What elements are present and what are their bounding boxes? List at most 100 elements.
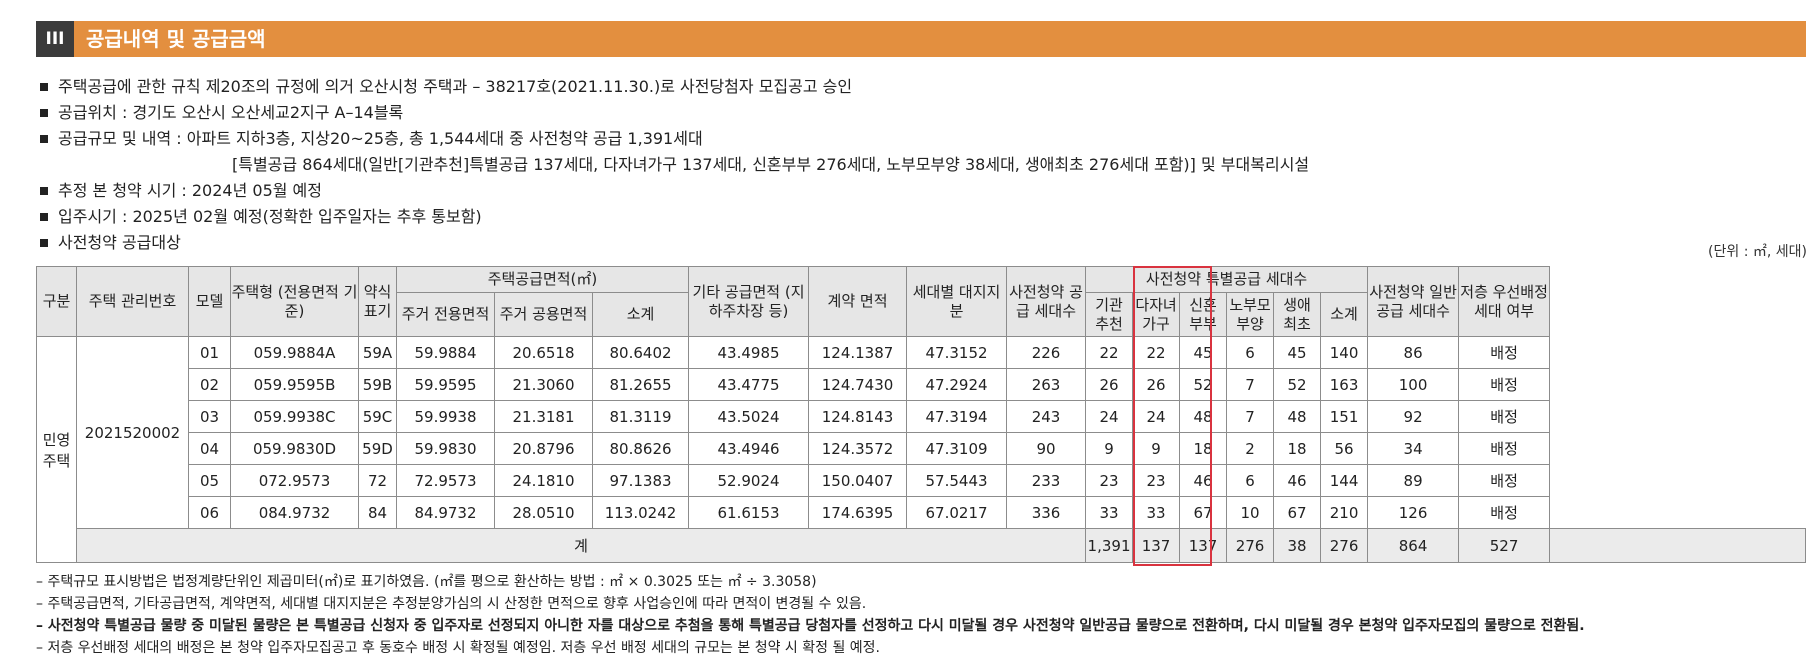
bullet-location: 공급위치 : 경기도 오산시 오산세교2지구 A–14블록 <box>40 100 1800 126</box>
total-elderly-parents: 38 <box>1273 528 1322 563</box>
special-subtotal-cell: 56 <box>1320 432 1369 465</box>
header-special-subtotal: 소계 <box>1320 292 1369 337</box>
pre-supply-cell: 243 <box>1006 400 1087 433</box>
newlywed-cell: 46 <box>1179 464 1228 497</box>
area-subtotal-cell: 80.8626 <box>591 432 690 465</box>
header-institution: 기관 추천 <box>1085 292 1134 337</box>
common-area-cell: 21.3181 <box>494 400 593 433</box>
abbr-cell: 59B <box>358 368 397 401</box>
note-area: – 주택공급면적, 기타공급면적, 계약면적, 세대별 대지지분은 추정분양가심… <box>36 596 867 612</box>
table-row: 04 059.9830D 59D 59.9830 20.8796 80.8626 43.49… <box>37 432 1806 465</box>
common-area-cell: 20.8796 <box>494 432 593 465</box>
bullet-scale-detail: [특별공급 864세대(일반[기관추천]특별공급 137세대, 다자녀가구 13… <box>232 155 1310 174</box>
elderly-parents-cell: 7 <box>1226 400 1275 433</box>
general-supply-cell: 126 <box>1367 496 1460 529</box>
pre-supply-cell: 263 <box>1006 368 1087 401</box>
area-subtotal-cell: 81.3119 <box>591 400 690 433</box>
housing-type-cell: 084.9732 <box>230 496 359 529</box>
header-newlywed: 신혼 부부 <box>1179 292 1228 337</box>
multi-child-cell: 23 <box>1132 464 1181 497</box>
table-row: 06 084.9732 84 84.9732 28.0510 113.0242 61.615… <box>37 496 1806 529</box>
table-row: 05 072.9573 72 72.9573 24.1810 97.1383 52.9024… <box>37 464 1806 497</box>
common-area-cell: 20.6518 <box>494 336 593 369</box>
category-cell: 민영 주택 <box>36 336 77 563</box>
abbr-cell: 72 <box>358 464 397 497</box>
low-floor-cell: 배정 <box>1458 368 1551 401</box>
table-row: 03 059.9938C 59C 59.9938 21.3181 81.3119 43.50… <box>37 400 1806 433</box>
bullet-scale: 공급규모 및 내역 : 아파트 지하3층, 지상20~25층, 총 1,544세… <box>40 126 1800 152</box>
contract-area-cell: 124.8143 <box>808 400 908 433</box>
housing-type-cell: 059.9938C <box>230 400 359 433</box>
housing-type-cell: 059.9595B <box>230 368 359 401</box>
unit-label: (단위 : ㎡, 세대) <box>1708 244 1807 260</box>
total-supply: 1,391 <box>1085 528 1134 563</box>
special-subtotal-cell: 144 <box>1320 464 1369 497</box>
header-special-supply: 사전청약 특별공급 세대수 <box>1085 266 1369 293</box>
institution-cell: 23 <box>1085 464 1134 497</box>
header-abbr: 약식 표기 <box>358 266 397 337</box>
total-institution: 137 <box>1132 528 1181 563</box>
other-area-cell: 52.9024 <box>688 464 810 497</box>
square-bullet-icon <box>40 239 48 247</box>
total-row: 계 1,391 137 137 276 38 276 864 527 <box>37 528 1806 563</box>
first-time-cell: 18 <box>1273 432 1322 465</box>
special-subtotal-cell: 163 <box>1320 368 1369 401</box>
model-cell: 03 <box>188 400 231 433</box>
total-label: 계 <box>75 528 1087 563</box>
multi-child-cell: 22 <box>1132 336 1181 369</box>
table-row: 02 059.9595B 59B 59.9595 21.3060 81.2655 43.47… <box>37 368 1806 401</box>
square-bullet-icon <box>40 109 48 117</box>
other-area-cell: 43.4775 <box>688 368 810 401</box>
elderly-parents-cell: 6 <box>1226 464 1275 497</box>
header-other-area: 기타 공급면적 (지하주차장 등) <box>688 266 810 337</box>
total-newlywed: 276 <box>1226 528 1275 563</box>
pre-supply-cell: 233 <box>1006 464 1087 497</box>
institution-cell: 24 <box>1085 400 1134 433</box>
multi-child-cell: 33 <box>1132 496 1181 529</box>
housing-type-cell: 072.9573 <box>230 464 359 497</box>
exclusive-area-cell: 59.9595 <box>396 368 495 401</box>
special-subtotal-cell: 151 <box>1320 400 1369 433</box>
bullet-approval: 주택공급에 관한 규칙 제20조의 규정에 의거 오산시청 주택과 – 3821… <box>40 74 1800 100</box>
header-pre-supply: 사전청약 공급 세대수 <box>1006 266 1087 337</box>
general-supply-cell: 86 <box>1367 336 1460 369</box>
institution-cell: 22 <box>1085 336 1134 369</box>
low-floor-cell: 배정 <box>1458 432 1551 465</box>
header-multi-child: 다자녀 가구 <box>1132 292 1181 337</box>
section-title: 공급내역 및 공급금액 <box>86 27 266 51</box>
square-bullet-icon <box>40 213 48 221</box>
mgmt-no-cell: 2021520002 <box>76 336 189 529</box>
square-bullet-icon <box>40 187 48 195</box>
bullet-main-subscription: 추정 본 청약 시기 : 2024년 05월 예정 <box>40 178 1800 204</box>
housing-type-cell: 059.9830D <box>230 432 359 465</box>
exclusive-area-cell: 59.9830 <box>396 432 495 465</box>
header-first-time: 생애 최초 <box>1273 292 1322 337</box>
other-area-cell: 61.6153 <box>688 496 810 529</box>
special-subtotal-cell: 210 <box>1320 496 1369 529</box>
low-floor-cell: 배정 <box>1458 496 1551 529</box>
model-cell: 06 <box>188 496 231 529</box>
bullet-move-in: 입주시기 : 2025년 02월 예정(정확한 입주일자는 추후 통보함) <box>40 204 1800 230</box>
total-special-subtotal: 864 <box>1367 528 1460 563</box>
first-time-cell: 45 <box>1273 336 1322 369</box>
housing-type-cell: 059.9884A <box>230 336 359 369</box>
model-cell: 02 <box>188 368 231 401</box>
header-model: 모델 <box>188 266 231 337</box>
land-share-cell: 47.3194 <box>906 400 1008 433</box>
area-subtotal-cell: 80.6402 <box>591 336 690 369</box>
institution-cell: 33 <box>1085 496 1134 529</box>
model-cell: 01 <box>188 336 231 369</box>
abbr-cell: 59A <box>358 336 397 369</box>
note-low-floor: – 저층 우선배정 세대의 배정은 본 청약 입주자모집공고 후 동호수 배정 … <box>36 640 880 656</box>
newlywed-cell: 18 <box>1179 432 1228 465</box>
newlywed-cell: 67 <box>1179 496 1228 529</box>
low-floor-cell: 배정 <box>1458 336 1551 369</box>
newlywed-cell: 52 <box>1179 368 1228 401</box>
header-contract-area: 계약 면적 <box>808 266 908 337</box>
header-low-floor: 저층 우선배정 세대 여부 <box>1458 266 1551 337</box>
supply-table: 구분 주택 관리번호 모델 주택형 (전용면적 기준) 약식 표기 주택공급면적… <box>36 266 1806 563</box>
square-bullet-icon <box>40 83 48 91</box>
note-unit: – 주택규모 표시방법은 법정계량단위인 제곱미터(㎡)로 표기하였음. (㎡를… <box>36 574 817 590</box>
general-supply-cell: 100 <box>1367 368 1460 401</box>
general-supply-cell: 34 <box>1367 432 1460 465</box>
